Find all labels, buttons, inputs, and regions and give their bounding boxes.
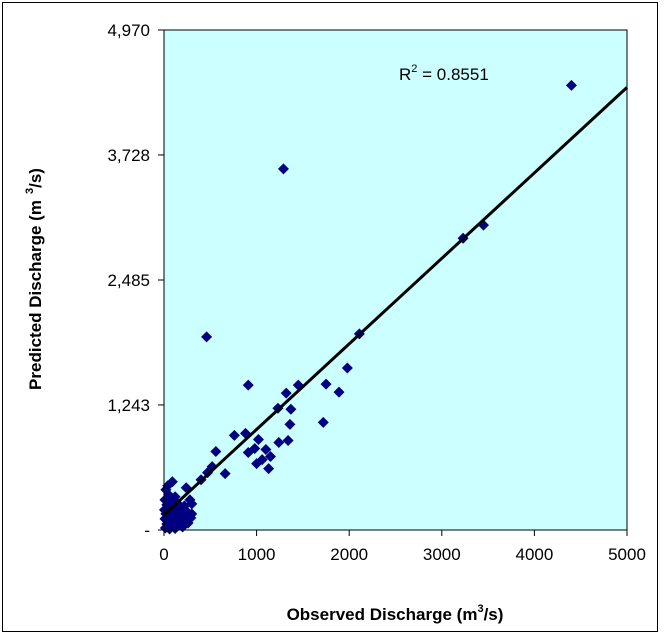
y-tick-label: 3,728 [107, 146, 150, 165]
x-tick-label: 2000 [330, 545, 368, 564]
data-point [219, 468, 231, 480]
data-point [242, 447, 254, 459]
y-axis-label-end: /s) [26, 168, 45, 188]
data-point [285, 403, 297, 415]
data-point [210, 446, 222, 458]
data-point [282, 434, 294, 446]
x-axis-label-main: Observed Discharge (m [287, 605, 478, 624]
y-tick-label: 2,485 [107, 271, 150, 290]
y-axis-label-sup: 3 [24, 188, 36, 194]
data-point [201, 331, 213, 343]
trendline [162, 86, 629, 517]
y-axis: - 1,243 2,485 3,728 4,970 [107, 21, 164, 540]
plot-area [164, 30, 627, 530]
x-tick-label: 3000 [423, 545, 461, 564]
data-point [273, 436, 285, 448]
x-axis: 0 1000 2000 3000 4000 5000 [159, 530, 646, 564]
r-squared-value: = 0.8551 [417, 65, 488, 84]
x-axis-label-sup: 3 [477, 603, 483, 615]
x-tick-label: 1000 [238, 545, 276, 564]
data-point [186, 498, 198, 510]
x-axis-label-end: /s) [484, 605, 504, 624]
x-tick-label: 5000 [608, 545, 646, 564]
y-axis-label: Predicted Discharge (m 3/s) [24, 168, 45, 390]
y-tick-label: 1,243 [107, 396, 150, 415]
r-squared-sup: 2 [411, 63, 417, 75]
data-point [252, 433, 264, 445]
data-point [264, 451, 276, 463]
data-point [176, 518, 188, 530]
data-point [277, 163, 289, 175]
x-axis-label: Observed Discharge (m3/s) [287, 603, 504, 624]
data-point [228, 429, 240, 441]
data-point [341, 362, 353, 374]
data-point [263, 463, 275, 475]
data-point [320, 378, 332, 390]
x-tick-label: 4000 [515, 545, 553, 564]
y-tick-label: - [144, 521, 150, 540]
r-squared-main: R [399, 65, 411, 84]
r-squared-annotation: R2 = 0.8551 [399, 63, 489, 84]
data-point [260, 444, 272, 456]
y-axis-label-main: Predicted Discharge (m [26, 200, 45, 390]
y-tick-label: 4,970 [107, 21, 150, 40]
data-point [280, 387, 292, 399]
data-point [333, 386, 345, 398]
data-point [565, 79, 577, 91]
data-point [242, 379, 254, 391]
x-tick-label: 0 [159, 545, 168, 564]
data-point [317, 416, 329, 428]
data-point [251, 458, 263, 470]
data-point [169, 522, 181, 534]
data-point [284, 418, 296, 430]
data-point [186, 508, 198, 520]
